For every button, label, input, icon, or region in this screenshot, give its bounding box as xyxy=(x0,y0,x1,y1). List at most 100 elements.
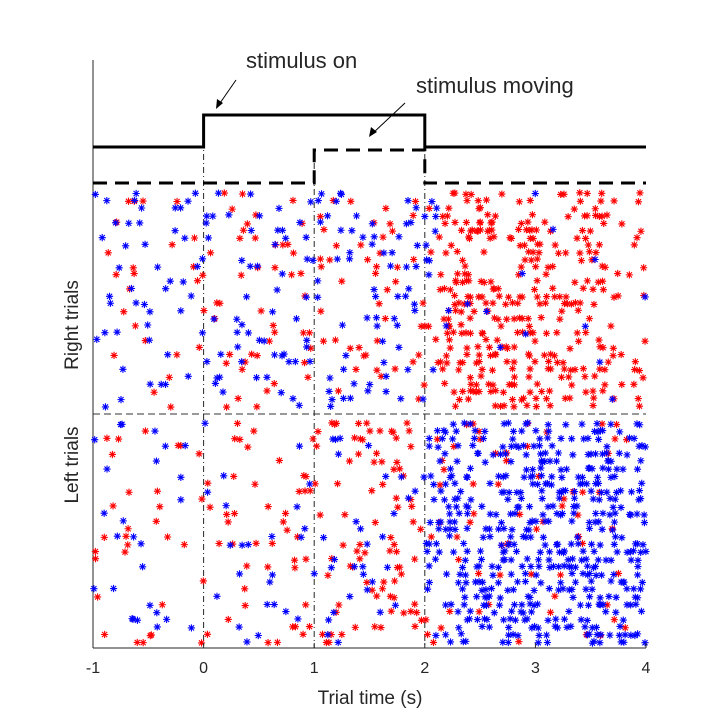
spike-marker xyxy=(486,533,494,541)
spike-marker xyxy=(494,563,503,571)
spike-marker xyxy=(436,285,444,294)
spike-marker xyxy=(324,571,332,579)
spike-marker xyxy=(634,556,642,564)
spike-marker xyxy=(307,198,315,206)
spike-marker xyxy=(634,571,642,579)
spike-marker xyxy=(368,586,376,594)
spike-marker xyxy=(473,593,481,601)
y-label-left-trials: Left trials xyxy=(62,426,83,503)
spike-marker xyxy=(482,586,490,594)
spike-marker xyxy=(302,233,310,241)
spike-marker xyxy=(555,548,564,556)
spike-marker xyxy=(633,510,641,518)
spike-marker xyxy=(303,336,311,344)
spike-marker xyxy=(463,616,471,624)
spike-marker xyxy=(458,278,467,286)
spike-marker xyxy=(616,428,624,436)
spike-marker xyxy=(366,427,374,435)
spike-marker xyxy=(505,623,513,632)
spike-marker xyxy=(505,631,513,639)
spike-marker xyxy=(511,616,520,624)
spike-marker xyxy=(535,562,543,570)
spike-marker xyxy=(346,394,355,402)
spike-marker xyxy=(274,226,282,234)
spike-marker xyxy=(423,630,432,639)
spike-marker xyxy=(627,631,635,639)
spike-marker xyxy=(532,226,540,234)
spike-marker xyxy=(578,420,586,428)
spike-marker xyxy=(484,211,492,219)
spike-marker xyxy=(121,548,129,556)
spike-marker xyxy=(567,540,575,548)
spike-marker xyxy=(456,570,464,578)
spike-marker xyxy=(118,420,126,428)
spike-marker xyxy=(472,381,481,389)
spike-marker xyxy=(537,472,546,480)
spike-marker xyxy=(555,586,563,594)
spike-marker xyxy=(329,196,337,205)
spike-marker xyxy=(529,234,537,243)
spike-marker xyxy=(105,292,114,300)
spike-marker xyxy=(585,518,593,527)
spike-marker xyxy=(574,306,582,314)
spike-marker xyxy=(607,473,615,481)
spike-marker xyxy=(619,465,627,473)
spike-marker xyxy=(219,388,227,396)
spike-marker xyxy=(246,190,255,198)
spike-marker xyxy=(425,442,433,450)
spike-marker xyxy=(541,457,549,466)
spike-marker xyxy=(598,277,607,285)
spike-marker xyxy=(244,540,252,549)
spike-marker xyxy=(614,569,623,578)
spike-marker xyxy=(366,380,374,389)
spike-marker xyxy=(346,592,354,601)
spike-marker xyxy=(533,380,541,388)
spike-marker xyxy=(485,525,494,533)
spike-marker xyxy=(459,358,467,367)
spike-marker xyxy=(253,262,262,270)
spike-marker xyxy=(533,255,541,263)
spike-marker xyxy=(461,571,470,579)
spike-marker xyxy=(397,570,405,578)
spike-marker xyxy=(474,569,483,578)
spike-marker xyxy=(324,631,332,639)
spike-marker xyxy=(501,556,509,564)
spike-marker xyxy=(373,592,381,600)
spike-marker xyxy=(584,601,593,609)
spike-marker xyxy=(606,494,614,502)
spike-marker xyxy=(234,343,242,351)
spike-marker xyxy=(177,496,185,504)
spike-marker xyxy=(546,563,554,572)
spike-marker xyxy=(339,541,347,549)
spike-marker xyxy=(576,299,584,307)
spike-marker xyxy=(504,293,513,301)
spike-marker xyxy=(390,541,398,549)
spike-marker xyxy=(268,539,276,548)
spike-marker xyxy=(445,306,453,315)
spike-marker xyxy=(420,473,428,481)
spike-marker xyxy=(397,473,405,481)
spike-marker xyxy=(383,563,392,571)
spike-marker xyxy=(352,518,360,526)
spike-marker xyxy=(585,464,594,472)
spike-marker xyxy=(635,402,644,410)
spike-marker xyxy=(163,615,171,623)
spike-marker xyxy=(209,212,217,220)
spike-marker xyxy=(214,189,223,197)
spike-marker xyxy=(296,218,304,227)
spike-marker xyxy=(475,608,483,616)
spike-marker xyxy=(165,373,173,381)
spike-marker xyxy=(382,204,390,212)
spike-marker xyxy=(450,388,458,396)
spike-marker xyxy=(197,639,206,647)
spike-marker xyxy=(146,380,154,388)
spike-marker xyxy=(314,427,322,436)
spike-marker xyxy=(359,563,367,571)
spike-marker xyxy=(309,256,317,264)
spike-marker xyxy=(450,442,458,451)
spike-marker xyxy=(595,496,603,504)
spike-marker xyxy=(474,197,482,205)
spike-marker xyxy=(579,284,587,292)
spike-marker xyxy=(553,509,561,518)
spike-marker xyxy=(618,220,626,228)
